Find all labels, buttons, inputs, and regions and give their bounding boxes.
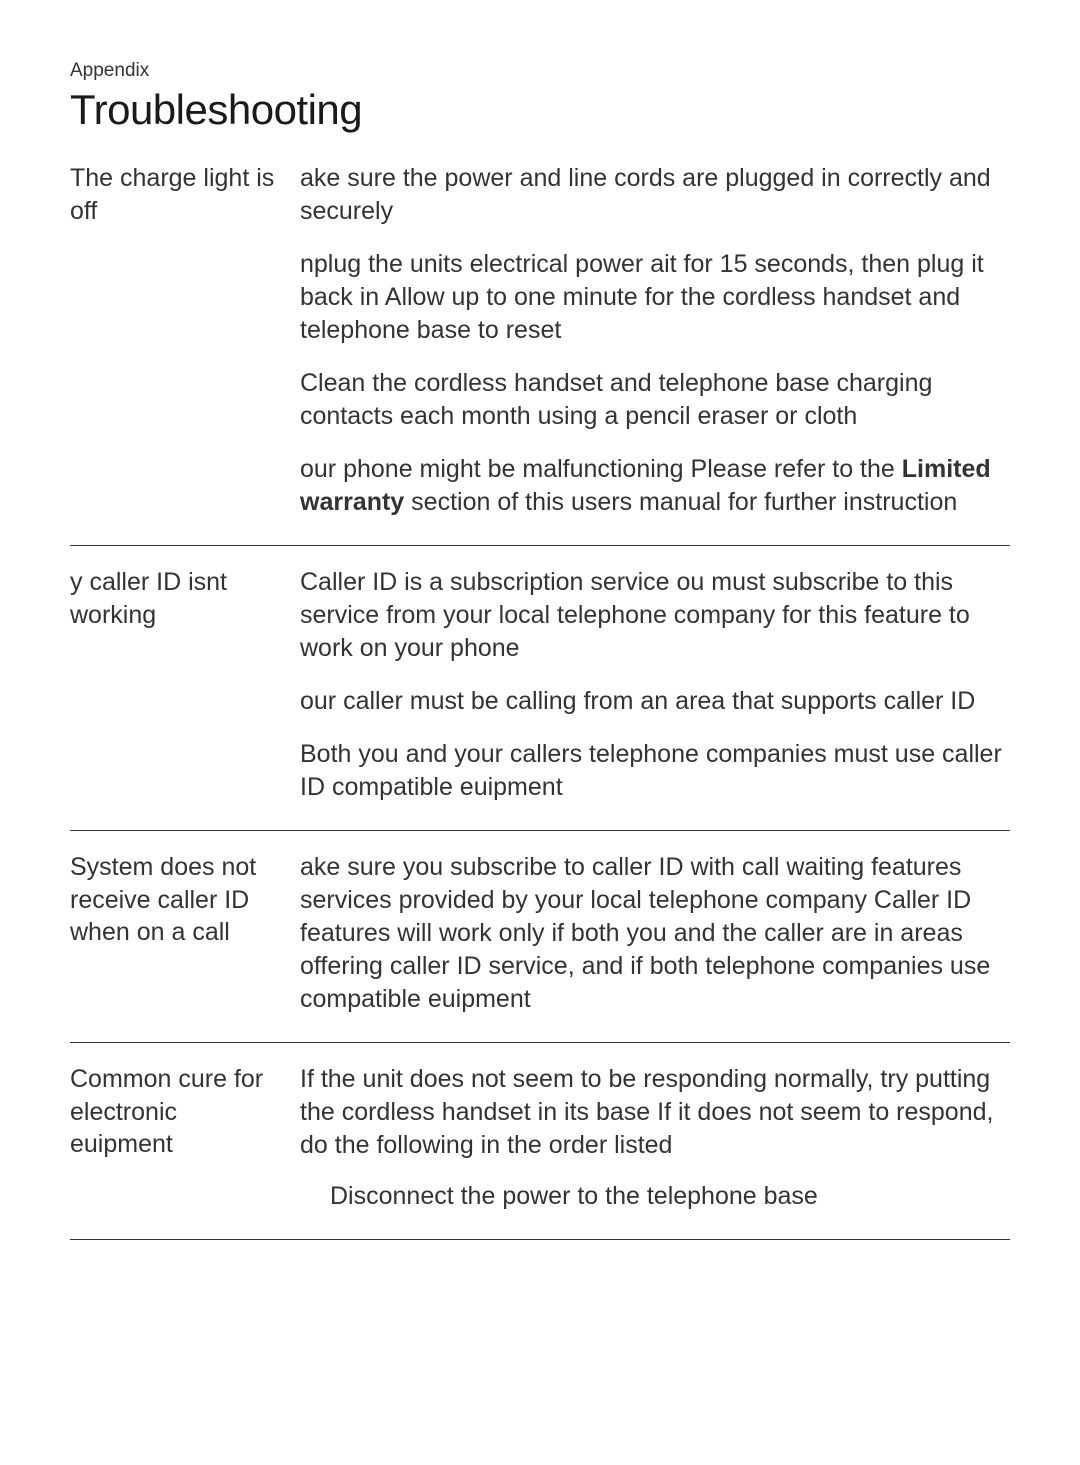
- solution-item: Clean the cordless handset and telephone…: [300, 367, 1010, 433]
- troubleshooting-section: System does not receive caller ID when o…: [70, 831, 1010, 1043]
- page-title: Troubleshooting: [70, 86, 1010, 134]
- troubleshooting-section: The charge light is off ake sure the pow…: [70, 162, 1010, 546]
- solution-item: nplug the units electrical power ait for…: [300, 248, 1010, 347]
- issue-column: The charge light is off: [70, 162, 300, 519]
- issue-column: Common cure for electronic euipment: [70, 1063, 300, 1213]
- troubleshooting-section: y caller ID isnt working Caller ID is a …: [70, 546, 1010, 831]
- solution-text-part: our phone might be malfunctioning Please…: [300, 455, 902, 483]
- issue-title: y caller ID isnt working: [70, 566, 280, 631]
- solution-column: ake sure the power and line cords are pl…: [300, 162, 1010, 519]
- issue-column: y caller ID isnt working: [70, 566, 300, 804]
- solution-item: ake sure you subscribe to caller ID with…: [300, 851, 1010, 1016]
- troubleshooting-section: Common cure for electronic euipment If t…: [70, 1043, 1010, 1240]
- appendix-label: Appendix: [70, 60, 1010, 82]
- solution-text-part: section of this users manual for further…: [404, 488, 957, 516]
- issue-title: System does not receive caller ID when o…: [70, 851, 280, 949]
- solution-item: our phone might be malfunctioning Please…: [300, 453, 1010, 519]
- solution-step: Disconnect the power to the telephone ba…: [300, 1180, 1010, 1213]
- solution-item: Both you and your callers telephone comp…: [300, 738, 1010, 804]
- solution-column: ake sure you subscribe to caller ID with…: [300, 851, 1010, 1016]
- issue-title: The charge light is off: [70, 162, 280, 227]
- solution-item: ake sure the power and line cords are pl…: [300, 162, 1010, 228]
- solution-intro: If the unit does not seem to be respondi…: [300, 1063, 1010, 1162]
- issue-title: Common cure for electronic euipment: [70, 1063, 280, 1161]
- solution-item: Caller ID is a subscription service ou m…: [300, 566, 1010, 665]
- solution-column: If the unit does not seem to be respondi…: [300, 1063, 1010, 1213]
- solution-item: our caller must be calling from an area …: [300, 685, 1010, 718]
- issue-column: System does not receive caller ID when o…: [70, 851, 300, 1016]
- solution-column: Caller ID is a subscription service ou m…: [300, 566, 1010, 804]
